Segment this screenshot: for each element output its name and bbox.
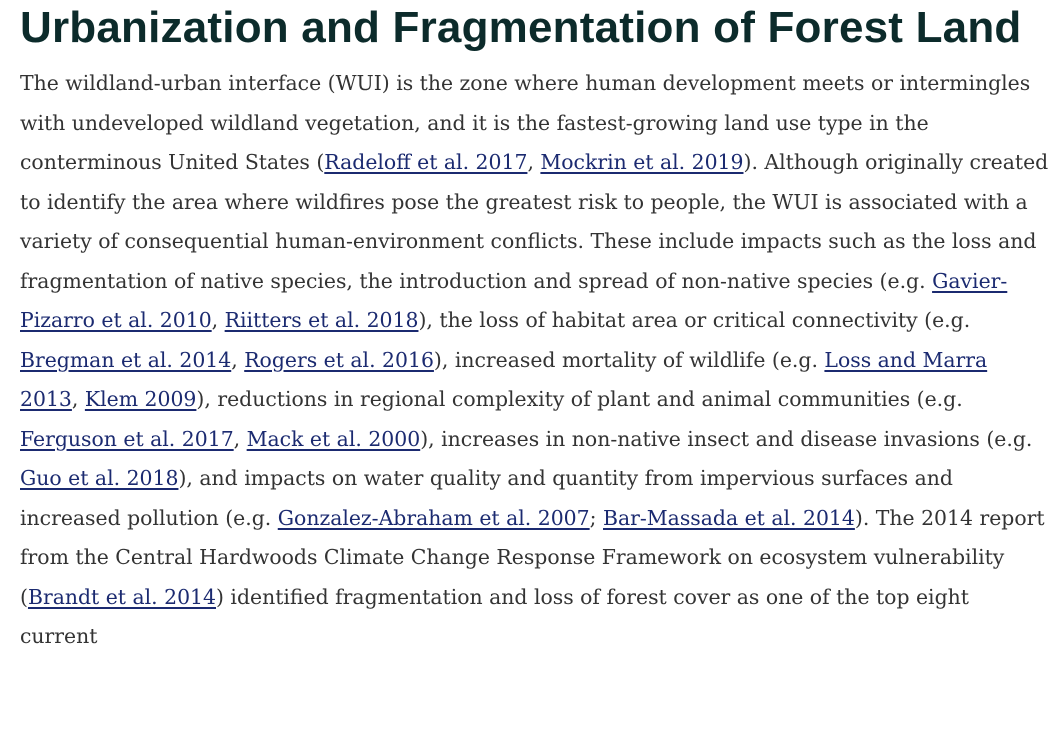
body-text: ), the loss of habitat area or critical … [418,308,971,332]
body-text: ), increases in non-native insect and di… [420,426,1033,451]
heading: Urbanization and Fragmentation of Forest… [20,3,1022,52]
body-text: ), and impacts on water quality and quan… [20,466,953,530]
citation-link[interactable]: Mockrin et al. 2019 [540,150,744,174]
body-text: ), increased mortality of wildlife (e.g. [433,347,825,372]
body-text: ). The 2014 report from the Central Hard… [20,505,1045,609]
citation-link[interactable]: Guo et al. 2018 [20,466,179,490]
body-text: The wildland-urban interface (WUI) is th… [20,71,1031,174]
body-text: ). Although originally created to identi… [20,150,1049,293]
citation-link[interactable]: Bar-Massada et al. 2014 [603,505,855,530]
citation-link[interactable]: Radeloff et al. 2017 [324,150,528,174]
body-text: , [527,150,541,174]
body-text: , [231,347,245,372]
citation-link[interactable]: Bregman et al. 2014 [20,347,232,372]
article: Urbanization and Fragmentation of Forest… [20,3,1050,657]
body-text: , [233,426,247,451]
citation-link[interactable]: Loss and Marra 2013 [20,347,988,412]
body-text: ) identified fragmentation and loss of f… [20,584,969,649]
citation-link[interactable]: Riitters et al. 2018 [224,308,419,332]
body-text: , [71,387,85,411]
paragraph: The wildland-urban interface (WUI) is th… [20,64,1050,657]
citation-link[interactable]: Rogers et al. 2016 [244,347,434,372]
citation-link[interactable]: Mack et al. 2000 [246,426,421,451]
body-text: ), reductions in regional complexity of … [196,387,963,411]
citation-link[interactable]: Gonzalez-Abraham et al. 2007 [277,505,590,530]
body-text: , [211,308,225,332]
citation-link[interactable]: Klem 2009 [84,387,197,411]
citation-link[interactable]: Brandt et al. 2014 [27,584,216,609]
body-text: ; [589,505,603,530]
citation-link[interactable]: Ferguson et al. 2017 [20,426,234,451]
citation-link[interactable]: Gavier-Pizarro et al. 2010 [20,268,1008,333]
